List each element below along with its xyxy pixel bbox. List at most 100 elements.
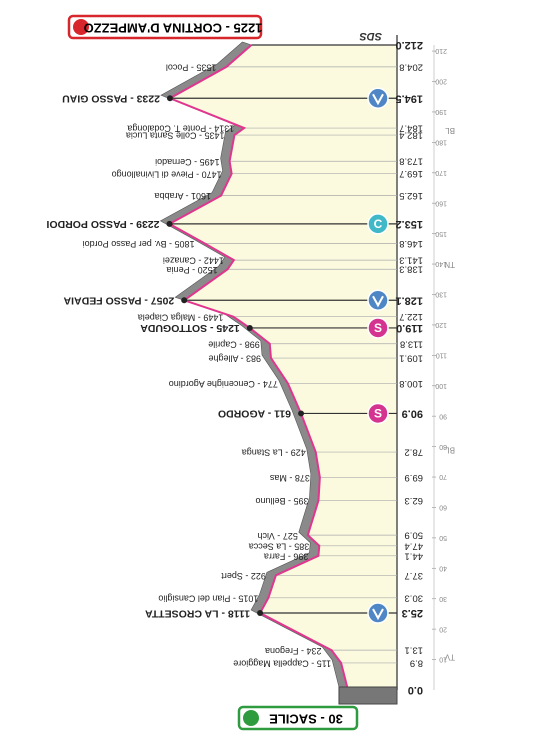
point-label: 774 - Cencenighe Agordino <box>169 379 278 389</box>
x-tick-label: 162.5 <box>399 190 423 201</box>
x-tick-label: 212.0 <box>395 39 423 51</box>
region-label: BL <box>445 126 455 135</box>
x-tick-label: 184.7 <box>399 123 423 134</box>
marker-symbol <box>372 93 384 106</box>
point-label: 1520 - Penia <box>167 265 218 275</box>
point-label: 1495 - Cernadoi <box>155 157 220 167</box>
point-dot <box>166 95 173 102</box>
region-label: TN <box>444 260 455 269</box>
x-tick-label: 146.8 <box>399 238 423 249</box>
place-label: 30 - SACILE <box>269 712 343 727</box>
minor-tick-label: 80 <box>439 443 447 450</box>
marker <box>367 402 389 425</box>
marker-label: S <box>374 321 382 335</box>
point-label: 1314 - Ponte T. Codalonga <box>127 124 234 134</box>
x-tick-label: 47.4 <box>405 540 424 551</box>
minor-tick-label: 60 <box>439 504 447 511</box>
x-tick-label: 30.3 <box>405 592 424 603</box>
point-label: 1601 - Arabba <box>154 191 211 201</box>
point-label: 611 - AGORDO <box>218 408 291 420</box>
minor-tick-label: 30 <box>439 595 447 602</box>
x-tick-label: 169.7 <box>399 168 423 179</box>
x-tick-label: 153.2 <box>395 218 423 230</box>
x-tick-label: 25.3 <box>402 607 423 619</box>
marker <box>367 213 389 235</box>
point-dot <box>166 220 173 227</box>
x-tick-label: 182.4 <box>399 130 423 141</box>
place-icon <box>73 19 89 35</box>
point-label: 1015 - Pian del Cansiglio <box>158 593 258 603</box>
minor-tick-label: 10 <box>439 656 447 663</box>
marker-symbol <box>372 608 384 621</box>
x-tick-label: 119.0 <box>396 322 423 334</box>
marker <box>367 317 389 339</box>
profile-line <box>167 44 349 691</box>
x-tick-label: 141.3 <box>399 255 423 266</box>
point-label: 1245 - SOTTOGUDA <box>140 322 240 334</box>
x-tick-label: 128.1 <box>395 294 423 306</box>
start-base <box>338 686 398 705</box>
minor-tick-label: 190 <box>435 108 447 115</box>
place-icon <box>243 710 259 726</box>
point-label: 2233 - PASSO GIAU <box>62 92 160 104</box>
point-label: 1118 - LA CROSETTA <box>145 607 250 619</box>
place-box <box>237 705 359 731</box>
marker <box>367 289 389 312</box>
point-dot <box>246 324 253 331</box>
x-tick-label: 62.3 <box>405 495 424 506</box>
region-label: TV <box>444 652 455 661</box>
x-tick-label: 100.8 <box>399 378 423 389</box>
x-tick-label: 69.9 <box>405 472 424 483</box>
marker-label: C <box>374 217 383 231</box>
minor-tick-label: 90 <box>439 412 447 419</box>
point-label: 234 - Fregona <box>265 646 322 656</box>
x-tick-label: 113.8 <box>400 338 423 349</box>
x-tick-label: 122.7 <box>399 311 423 322</box>
point-dot <box>298 410 305 417</box>
minor-tick-label: 150 <box>435 230 447 237</box>
minor-tick-label: 110 <box>436 351 447 358</box>
point-dot <box>181 297 188 304</box>
point-label: 1435 - Colle Santa Lucia <box>126 131 225 141</box>
minor-tick-label: 100 <box>435 382 447 389</box>
minor-tick-label: 160 <box>435 199 447 206</box>
point-label: 998 - Caprile <box>208 339 260 349</box>
point-label: 1535 - Pocol <box>166 63 217 73</box>
x-tick-label: 194.5 <box>395 92 423 104</box>
point-label: 395 - Belluno <box>255 496 308 506</box>
minor-tick-label: 200 <box>435 78 447 85</box>
minor-tick-label: 70 <box>439 473 447 480</box>
point-label: 429 - La Stanga <box>242 448 306 458</box>
place-label: 1225 - CORTINA D'AMPEZZO <box>84 21 263 36</box>
x-tick-label: 204.8 <box>399 61 423 72</box>
minor-tick-label: 180 <box>435 139 447 146</box>
minor-tick-label: 170 <box>435 169 447 176</box>
x-tick-label: 90.9 <box>402 408 423 420</box>
marker-label: S <box>374 407 382 421</box>
x-tick-label: 0.0 <box>408 684 423 696</box>
minor-tick-label: 120 <box>435 321 447 328</box>
point-label: 527 - Vich <box>257 531 297 541</box>
x-tick-label: 50.9 <box>405 530 424 541</box>
marker-symbol <box>372 295 384 308</box>
x-tick-label: 44.1 <box>405 550 424 561</box>
minor-tick-label: 50 <box>439 534 447 541</box>
minor-tick-label: 130 <box>435 291 447 298</box>
marker <box>367 602 389 624</box>
marker <box>367 87 389 109</box>
x-tick-label: 138.3 <box>399 264 423 275</box>
x-tick-label: 13.1 <box>405 645 424 656</box>
point-label: 1449 - Malga Ciapela <box>138 312 224 322</box>
x-tick-label: 37.7 <box>405 570 424 581</box>
profile-area <box>169 45 397 690</box>
point-dot <box>257 610 264 617</box>
x-tick-label: 109.1 <box>399 353 423 364</box>
point-label: 2239 - PASSO PORDOI <box>46 218 159 230</box>
minor-tick-label: 20 <box>439 625 447 632</box>
point-label: 983 - Alleghe <box>208 354 261 364</box>
logo: SDS <box>359 30 382 42</box>
x-tick-label: 173.8 <box>399 156 423 167</box>
region-label: BL <box>445 446 455 455</box>
point-label: 2057 - PASSO FEDAIA <box>63 294 174 306</box>
